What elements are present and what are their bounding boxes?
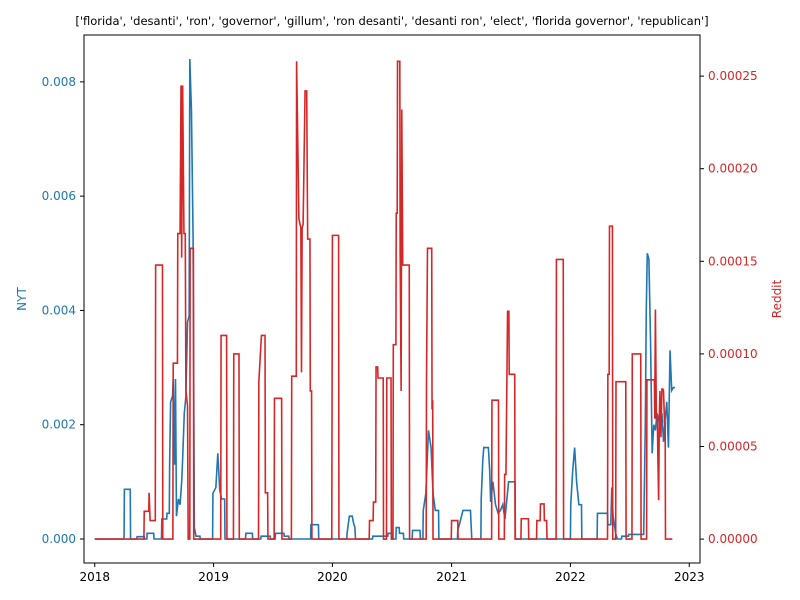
plot-area-frame — [83, 34, 701, 564]
left-tick-label: 0.006 — [42, 189, 76, 203]
right-y-axis: 0.00000 0.00005 0.00010 0.00015 0.00020 0.000… — [700, 69, 758, 546]
right-tick-label: 0.00025 — [708, 69, 758, 83]
x-tick-label: 2020 — [317, 570, 348, 584]
left-tick-label: 0.002 — [42, 418, 76, 432]
left-tick-label: 0.000 — [42, 532, 76, 546]
left-y-axis: 0.000 0.002 0.004 0.006 0.008 — [42, 75, 84, 546]
series-line-reddit — [94, 60, 673, 540]
left-tick-label: 0.008 — [42, 75, 76, 89]
reddit-series — [94, 60, 673, 540]
x-tick-label: 2023 — [674, 570, 705, 584]
right-tick-label: 0.00005 — [708, 440, 758, 454]
x-tick-label: 2019 — [198, 570, 229, 584]
right-tick-label: 0.00020 — [708, 162, 758, 176]
x-axis: 2018 2019 2020 2021 2022 2023 — [79, 563, 705, 584]
x-tick-label: 2021 — [436, 570, 467, 584]
right-tick-label: 0.00010 — [708, 347, 758, 361]
chart-title: ['florida', 'desanti', 'ron', 'governor'… — [75, 14, 708, 28]
right-axis-label: Reddit — [770, 279, 784, 318]
right-tick-label: 0.00015 — [708, 254, 758, 268]
x-tick-label: 2018 — [79, 570, 110, 584]
left-tick-label: 0.004 — [42, 303, 76, 317]
right-tick-label: 0.00000 — [708, 532, 758, 546]
x-tick-label: 2022 — [555, 570, 586, 584]
left-axis-label: NYT — [15, 287, 29, 311]
